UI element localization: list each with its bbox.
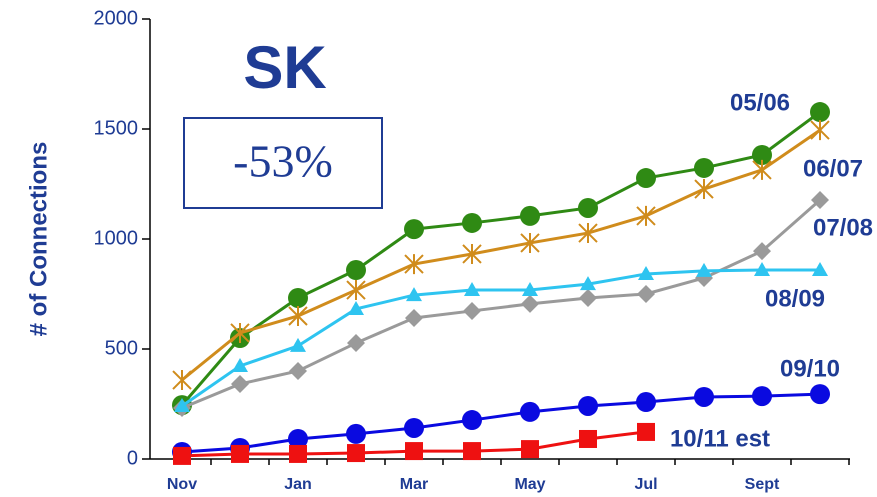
marker xyxy=(289,444,307,463)
marker xyxy=(694,386,714,407)
marker xyxy=(636,205,656,226)
annotation: -53% xyxy=(233,136,333,187)
annotation-box xyxy=(183,117,383,209)
marker xyxy=(520,232,540,253)
marker xyxy=(520,205,540,226)
marker xyxy=(463,442,481,461)
marker xyxy=(405,308,423,327)
marker xyxy=(752,144,772,165)
series-label: 08/09 xyxy=(765,285,825,312)
marker xyxy=(810,120,830,141)
marker xyxy=(404,417,424,438)
marker xyxy=(346,280,366,301)
y-tick-label: 0 xyxy=(127,447,138,469)
y-tick-label: 1500 xyxy=(94,117,139,139)
marker xyxy=(230,322,250,343)
marker xyxy=(289,362,307,380)
series-line xyxy=(181,128,821,382)
x-tick-label: Sept xyxy=(745,476,780,493)
marker xyxy=(636,392,656,413)
marker xyxy=(637,285,655,303)
marker xyxy=(346,423,366,444)
marker xyxy=(174,397,190,412)
marker xyxy=(463,301,481,320)
series-label: 10/11 est xyxy=(670,425,770,452)
marker xyxy=(811,191,829,210)
marker xyxy=(231,444,249,463)
marker xyxy=(694,157,714,178)
marker xyxy=(464,282,480,297)
x-tick-label: Mar xyxy=(400,476,428,493)
x-tick-label: May xyxy=(514,476,545,493)
marker xyxy=(812,262,828,277)
marker xyxy=(347,444,365,463)
series-line xyxy=(181,268,820,408)
marker xyxy=(347,334,365,353)
marker xyxy=(752,386,772,407)
series-label: 07/08 xyxy=(813,214,873,241)
y-tick-label: 2000 xyxy=(94,7,139,29)
marker xyxy=(288,428,308,449)
chart-title: SK xyxy=(243,34,326,101)
marker xyxy=(404,219,424,240)
series-label: 05/06 xyxy=(730,89,790,116)
series-label: 06/07 xyxy=(803,155,863,182)
marker xyxy=(232,357,248,372)
marker xyxy=(637,422,655,441)
marker xyxy=(754,262,770,277)
marker xyxy=(404,254,424,275)
marker xyxy=(173,446,191,465)
marker xyxy=(172,370,192,391)
marker xyxy=(520,401,540,422)
marker xyxy=(522,282,538,297)
marker xyxy=(578,395,598,416)
marker xyxy=(580,276,596,291)
marker xyxy=(636,168,656,189)
marker xyxy=(348,300,364,315)
marker xyxy=(521,440,539,459)
marker xyxy=(579,288,597,307)
marker xyxy=(753,242,771,261)
y-tick-label: 1000 xyxy=(94,227,139,249)
marker xyxy=(696,262,712,277)
marker xyxy=(405,442,423,461)
marker xyxy=(810,384,830,405)
y-axis-label: # of Connections xyxy=(25,142,52,337)
series-line xyxy=(181,198,821,410)
marker xyxy=(694,179,714,200)
marker xyxy=(578,223,598,244)
marker xyxy=(462,410,482,431)
marker xyxy=(290,337,306,352)
marker xyxy=(346,260,366,281)
series-label: 09/10 xyxy=(780,355,840,382)
marker xyxy=(810,102,830,123)
x-tick-label: Nov xyxy=(167,476,197,493)
marker xyxy=(462,212,482,233)
marker xyxy=(406,287,422,302)
y-tick-label: 500 xyxy=(105,337,138,359)
marker xyxy=(521,294,539,313)
marker xyxy=(231,374,249,393)
x-tick-label: Jan xyxy=(284,476,312,493)
marker xyxy=(752,159,772,180)
marker xyxy=(578,197,598,218)
x-tick-label: Jul xyxy=(634,476,657,493)
marker xyxy=(288,287,308,308)
marker xyxy=(462,243,482,264)
marker xyxy=(638,265,654,280)
marker xyxy=(579,429,597,448)
marker xyxy=(288,306,308,326)
